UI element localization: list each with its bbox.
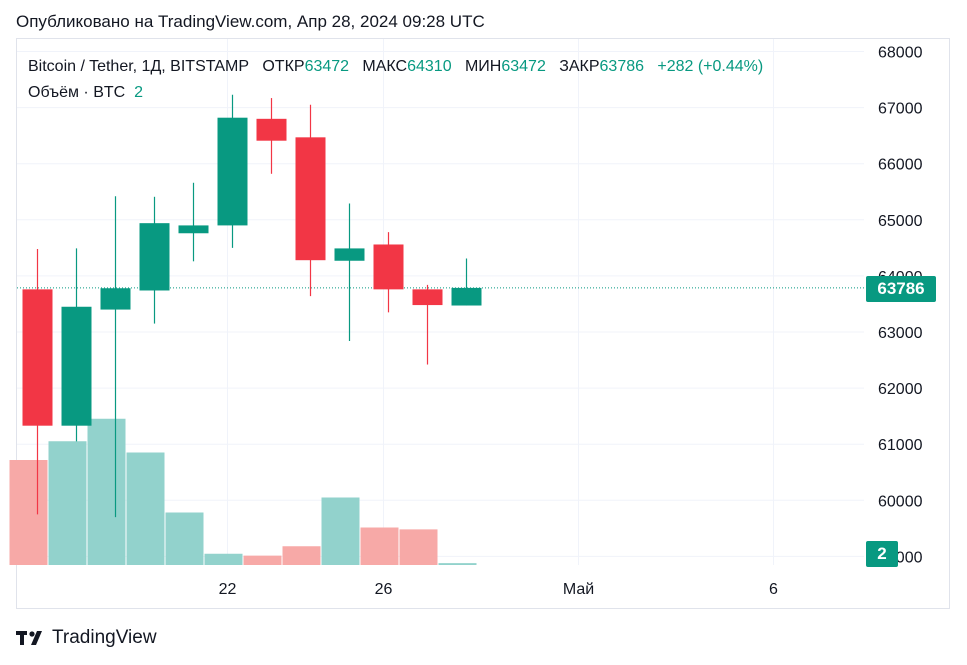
candle-body — [100, 288, 131, 310]
volume-bar — [126, 452, 165, 565]
high-value: 64310 — [407, 58, 452, 75]
volume-bar — [48, 441, 87, 565]
y-tick-label: 66000 — [878, 157, 923, 174]
candle-body — [139, 223, 170, 291]
open-value: 63472 — [304, 58, 350, 75]
candle-body — [22, 289, 53, 426]
high-label: МАКС — [362, 58, 408, 75]
y-tick-label: 65000 — [878, 213, 923, 230]
volume-tag: 2 — [866, 541, 898, 567]
y-tick-label: 63000 — [878, 325, 923, 342]
x-tick-label: 6 — [769, 581, 778, 598]
last-price-tag: 63786 — [866, 276, 936, 302]
volume-bar — [321, 497, 360, 565]
change-value: +282 (+0.44%) — [657, 58, 764, 75]
close-label: ЗАКР — [559, 58, 600, 75]
volume-bar — [360, 527, 399, 565]
candle-body — [256, 118, 287, 141]
candle-body — [334, 248, 365, 261]
y-tick-label: 68000 — [878, 45, 923, 62]
candle-body — [295, 137, 326, 261]
tradingview-logo-icon — [16, 628, 48, 648]
chart-frame — [16, 38, 950, 609]
candle-body — [217, 117, 248, 226]
volume-bar — [204, 553, 243, 565]
ohlc-legend: Bitcoin / Tether, 1Д, BITSTAMP ОТКР63472… — [28, 58, 763, 76]
volume-bar — [243, 555, 282, 565]
low-label: МИН — [464, 58, 502, 75]
x-tick-label: Май — [563, 581, 594, 598]
x-tick-label: 26 — [375, 581, 393, 598]
volume-label[interactable]: Объём · BTC — [28, 84, 126, 101]
tradingview-brand[interactable]: TradingView — [16, 627, 157, 649]
open-label: ОТКР — [262, 58, 305, 75]
y-tick-label: 67000 — [878, 101, 923, 118]
candle-body — [451, 287, 482, 306]
volume-bar — [9, 460, 48, 565]
volume-bar — [438, 563, 477, 565]
candle-body — [61, 306, 92, 426]
y-tick-label: 62000 — [878, 381, 923, 398]
low-value: 63472 — [501, 58, 546, 75]
x-tick-label: 22 — [219, 581, 237, 598]
candle-body — [178, 225, 209, 234]
symbol-label[interactable]: Bitcoin / Tether, 1Д, BITSTAMP — [28, 58, 249, 75]
published-line: Опубликовано на TradingView.com, Апр 28,… — [16, 12, 485, 31]
brand-name: TradingView — [52, 627, 157, 648]
close-value: 63786 — [599, 58, 645, 75]
volume-bar — [282, 546, 321, 565]
volume-bar — [399, 529, 438, 565]
y-tick-label: 61000 — [878, 437, 923, 454]
candle-body — [412, 289, 443, 306]
volume-value: 2 — [134, 84, 143, 101]
y-tick-label: 60000 — [878, 493, 923, 510]
candle-body — [373, 244, 404, 290]
volume-bar — [165, 512, 204, 565]
volume-bar — [87, 418, 126, 565]
volume-legend: Объём · BTC 2 — [28, 84, 143, 102]
